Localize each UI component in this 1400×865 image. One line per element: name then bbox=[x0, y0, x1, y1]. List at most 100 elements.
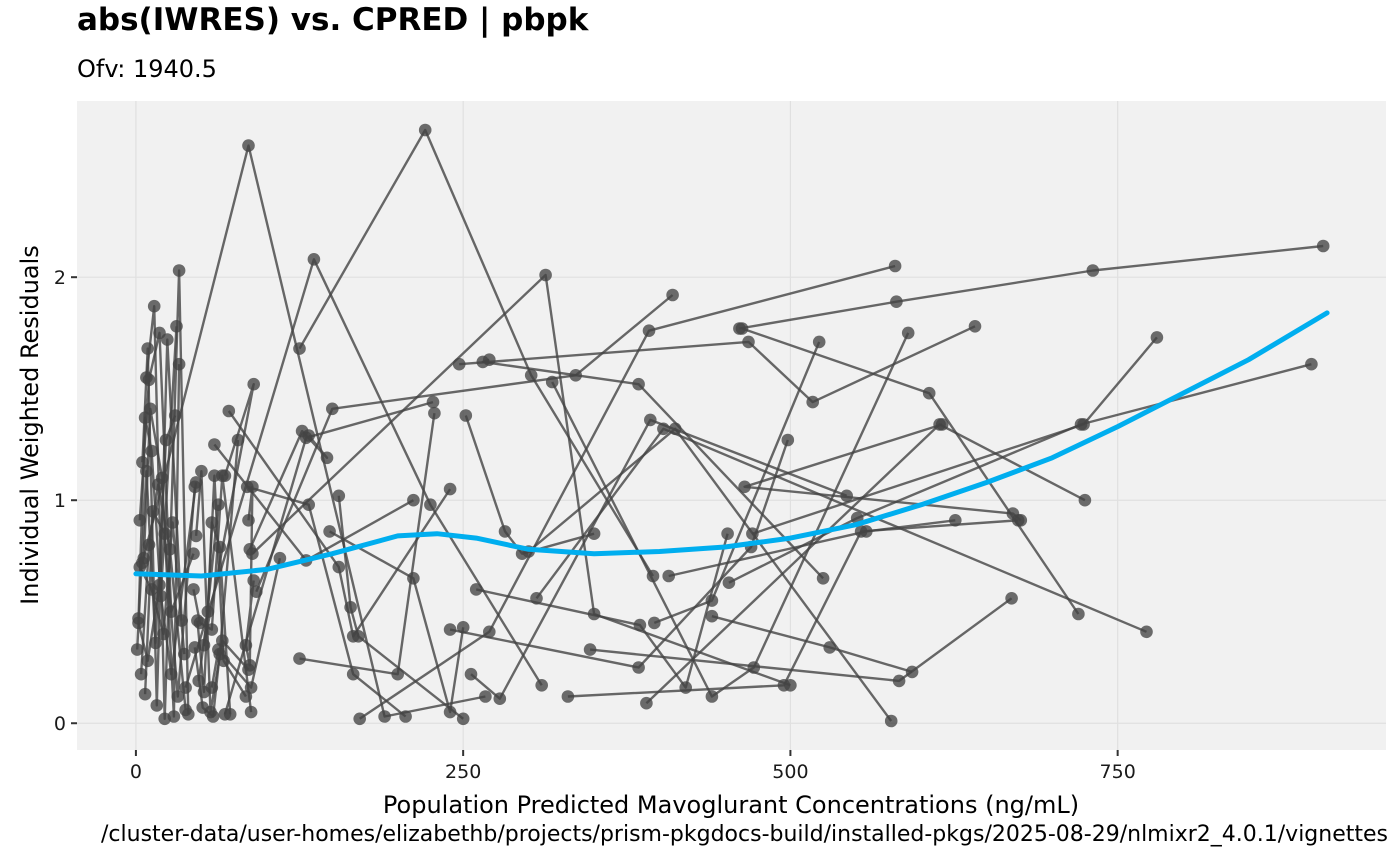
data-point bbox=[888, 259, 902, 273]
data-point bbox=[735, 322, 749, 335]
data-point bbox=[892, 674, 906, 688]
data-point bbox=[164, 605, 178, 618]
data-point bbox=[640, 696, 653, 710]
plot-panel bbox=[77, 101, 1386, 750]
data-point bbox=[746, 527, 759, 540]
data-point bbox=[443, 482, 457, 496]
data-point bbox=[172, 264, 186, 277]
data-point bbox=[133, 514, 147, 527]
data-point bbox=[535, 679, 548, 692]
data-point bbox=[742, 335, 755, 349]
y-axis-title: Individual Weighted Residuals bbox=[16, 245, 44, 605]
data-point bbox=[587, 607, 601, 621]
data-point bbox=[243, 659, 257, 672]
data-point bbox=[302, 498, 316, 512]
data-point bbox=[721, 527, 734, 540]
data-point bbox=[178, 647, 191, 661]
axes: 0 250 500 750 0 1 2 bbox=[54, 267, 1136, 783]
data-point bbox=[273, 551, 287, 565]
data-point bbox=[456, 712, 470, 726]
data-point bbox=[158, 527, 171, 540]
data-point bbox=[179, 681, 192, 694]
series-line-id32 bbox=[248, 429, 329, 550]
data-point bbox=[189, 476, 203, 489]
data-point bbox=[1011, 514, 1025, 527]
data-point bbox=[646, 569, 660, 583]
data-point bbox=[884, 714, 898, 728]
series-line-id10 bbox=[359, 264, 896, 720]
series-line-id34 bbox=[246, 485, 407, 718]
series-line-id4 bbox=[184, 258, 543, 688]
series-line-id2 bbox=[298, 128, 655, 577]
data-point bbox=[352, 630, 365, 643]
data-point bbox=[806, 395, 819, 409]
plot-caption: /cluster-data/user-homes/elizabethb/proj… bbox=[101, 822, 1388, 847]
data-point bbox=[657, 422, 670, 436]
data-point bbox=[216, 469, 229, 483]
data-point bbox=[738, 480, 751, 494]
data-point bbox=[154, 589, 168, 603]
data-point bbox=[933, 418, 946, 431]
data-point bbox=[130, 643, 144, 656]
data-point bbox=[142, 538, 156, 552]
data-point bbox=[212, 643, 225, 656]
data-point bbox=[212, 498, 225, 512]
data-point bbox=[138, 687, 152, 701]
data-point bbox=[247, 574, 260, 587]
data-point bbox=[705, 690, 719, 703]
data-point bbox=[890, 295, 903, 309]
y-tick-label: 2 bbox=[54, 267, 66, 289]
data-point bbox=[242, 514, 255, 527]
series-line-id5 bbox=[251, 273, 791, 687]
data-point bbox=[391, 667, 405, 681]
data-point bbox=[332, 489, 346, 503]
data-point bbox=[922, 386, 936, 400]
data-point bbox=[187, 583, 200, 596]
data-point bbox=[141, 654, 154, 668]
data-point bbox=[320, 451, 334, 465]
data-point bbox=[244, 705, 258, 719]
data-point bbox=[905, 665, 919, 679]
data-point bbox=[443, 705, 457, 719]
data-point bbox=[424, 498, 437, 512]
data-point bbox=[179, 703, 192, 717]
data-point bbox=[426, 395, 440, 409]
y-tick-label: 0 bbox=[54, 713, 66, 735]
data-point bbox=[479, 690, 492, 703]
data-point bbox=[1150, 331, 1164, 344]
data-point bbox=[206, 710, 220, 723]
series-line-id24 bbox=[475, 533, 729, 689]
series-line-id29 bbox=[464, 415, 595, 555]
data-point bbox=[353, 712, 367, 726]
x-tick-label: 500 bbox=[772, 761, 808, 783]
data-point bbox=[249, 585, 263, 598]
data-point bbox=[153, 578, 166, 592]
data-point bbox=[147, 299, 161, 313]
data-point bbox=[561, 690, 575, 703]
data-point bbox=[418, 123, 432, 137]
data-point bbox=[378, 710, 391, 723]
data-point bbox=[187, 547, 200, 560]
data-point bbox=[307, 252, 321, 266]
data-point bbox=[632, 661, 645, 674]
data-point bbox=[483, 625, 496, 639]
data-point bbox=[493, 692, 507, 705]
data-point bbox=[823, 641, 836, 654]
chart-subtitle: Ofv: 1940.5 bbox=[77, 55, 217, 83]
data-point bbox=[133, 560, 147, 574]
series-line-id22 bbox=[567, 519, 1019, 698]
data-point bbox=[244, 681, 258, 694]
data-point bbox=[164, 667, 178, 681]
data-point bbox=[1086, 264, 1100, 277]
data-point bbox=[1074, 418, 1088, 431]
data-point bbox=[816, 572, 830, 585]
data-point bbox=[666, 288, 679, 302]
series-line-id14 bbox=[470, 418, 848, 700]
data-point bbox=[1140, 625, 1153, 639]
data-point bbox=[243, 543, 257, 556]
data-point bbox=[399, 710, 412, 723]
data-point bbox=[149, 636, 162, 650]
data-point bbox=[195, 464, 208, 478]
data-point bbox=[150, 699, 164, 712]
